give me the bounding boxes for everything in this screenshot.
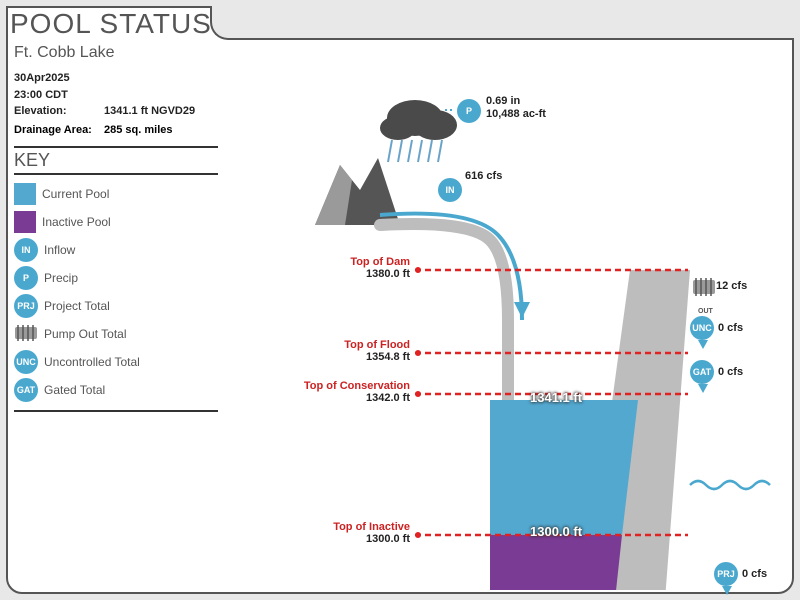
title-notch: [210, 6, 794, 40]
precip-badge: P: [457, 99, 481, 123]
legend-row: UNC Uncontrolled Total: [14, 348, 218, 376]
precip-inches: 0.69 in: [486, 95, 520, 107]
legend-label: Inflow: [44, 243, 75, 257]
current-pool-elev-text: 1341.1 ft: [530, 390, 582, 405]
drainage-block: Drainage Area:285 sq. miles: [14, 124, 173, 136]
legend-label: Inactive Pool: [42, 215, 111, 229]
inactive-pool-elev-text: 1300.0 ft: [530, 524, 582, 539]
legend-label: Project Total: [44, 299, 110, 313]
down-arrow-icon: [698, 384, 708, 393]
legend-label: Current Pool: [42, 187, 109, 201]
legend-badge: PRJ: [14, 294, 38, 318]
level-label: Top of Flood1354.8 ft: [275, 339, 410, 363]
gat-badge: GAT: [690, 360, 714, 384]
inactive-pool-shape: [490, 535, 622, 590]
legend-row: IN Inflow: [14, 236, 218, 264]
location-name: Ft. Cobb Lake: [14, 44, 115, 62]
legend-label: Gated Total: [44, 383, 105, 397]
legend: Current Pool Inactive Pool IN Inflow P Precip…: [14, 180, 218, 412]
legend-row: Current Pool: [14, 180, 218, 208]
precip-acft: 10,488 ac-ft: [486, 108, 546, 120]
pump-out-icon: [693, 278, 715, 296]
prj-badge: PRJ: [714, 562, 738, 586]
time-value: 23:00 CDT: [14, 89, 68, 101]
gated-row: GAT 0 cfs: [690, 358, 743, 386]
uncontrolled-row: UNC 0 cfs: [690, 314, 743, 342]
project-total-row: PRJ 0 cfs: [714, 560, 767, 588]
pump-out-value: 12 cfs OUT: [716, 276, 747, 315]
legend-label: Uncontrolled Total: [44, 355, 140, 369]
legend-row: PRJ Project Total: [14, 292, 218, 320]
legend-row: P Precip: [14, 264, 218, 292]
legend-row: GAT Gated Total: [14, 376, 218, 404]
legend-badge: P: [14, 266, 38, 290]
current-pool-shape: [490, 400, 638, 535]
legend-row: Pump Out Total: [14, 320, 218, 348]
key-header: KEY: [14, 146, 218, 175]
level-label: Top of Dam1380.0 ft: [275, 256, 410, 280]
legend-badge: GAT: [14, 378, 38, 402]
elevation-label: Elevation:: [14, 103, 104, 120]
drainage-value: 285 sq. miles: [104, 124, 173, 136]
unc-badge: UNC: [690, 316, 714, 340]
down-arrow-icon: [698, 340, 708, 349]
legend-row: Inactive Pool: [14, 208, 218, 236]
legend-badge: IN: [14, 238, 38, 262]
inflow-value: 616 cfs: [465, 170, 502, 182]
drainage-label: Drainage Area:: [14, 124, 104, 136]
level-label: Top of Inactive1300.0 ft: [275, 521, 410, 545]
inflow-arrowhead: [514, 302, 530, 318]
elevation-value: 1341.1 ft NGVD29: [104, 105, 195, 117]
date-value: 30Apr2025: [14, 72, 70, 84]
legend-badge: UNC: [14, 350, 38, 374]
down-arrow-icon: [722, 586, 732, 595]
legend-label: Pump Out Total: [44, 327, 127, 341]
legend-label: Precip: [44, 271, 78, 285]
water-wave-icon: [690, 481, 770, 489]
pump-icon: [14, 321, 38, 348]
legend-swatch: [14, 183, 36, 205]
pool-diagram: P 0.69 in 10,488 ac-ft IN 616 cfs Top of…: [260, 70, 780, 590]
level-label: Top of Conservation1342.0 ft: [275, 380, 410, 404]
legend-swatch: [14, 211, 36, 233]
inflow-badge: IN: [438, 178, 462, 202]
page-title: POOL STATUS: [10, 8, 212, 40]
meta-block: 30Apr2025 23:00 CDT Elevation:1341.1 ft …: [14, 70, 195, 120]
